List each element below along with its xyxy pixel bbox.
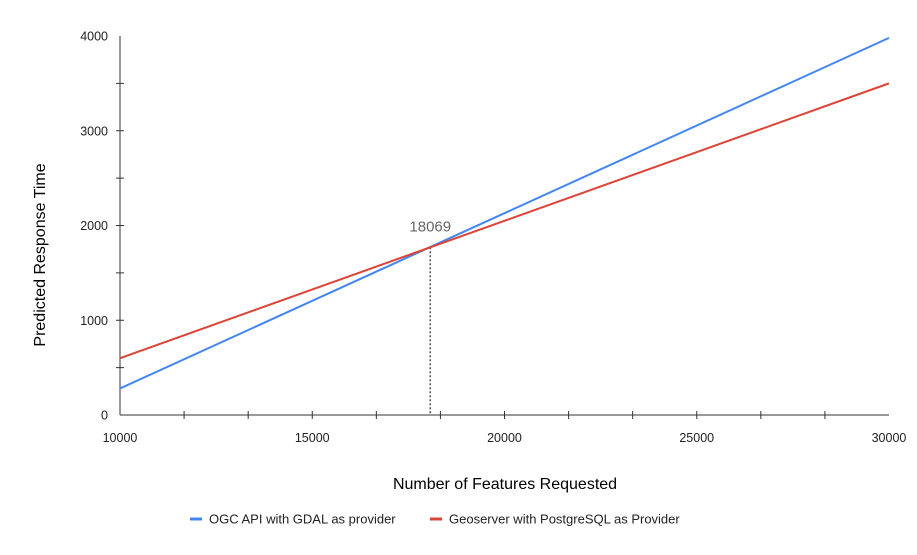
y-tick-label: 4000 [80,30,108,44]
x-axis-title: Number of Features Requested [393,476,617,493]
legend-label: OGC API with GDAL as provider [209,512,396,527]
x-tick-label: 20000 [487,431,522,445]
y-axis-title: Predicted Response Time [32,163,49,346]
y-tick-label: 0 [101,409,108,423]
annotation-layer: 18069 [409,218,451,415]
x-tick-labels: 10000 15000 20000 25000 30000 [103,431,907,445]
minor-ticks [116,82,826,419]
legend-label: Geoserver with PostgreSQL as Provider [449,512,680,527]
series-line-2 [119,82,890,360]
series-layer [119,36,890,390]
series-line-1 [119,36,890,390]
y-tick-label: 2000 [80,219,108,233]
legend: OGC API with GDAL as provider Geoserver w… [190,512,680,527]
annotation-label: 18069 [409,218,451,235]
x-tick-label: 15000 [295,431,330,445]
y-tick-labels: 0 1000 2000 3000 4000 [80,30,108,423]
y-tick-label: 1000 [80,314,108,328]
x-tick-label: 30000 [872,431,907,445]
axes [119,36,889,416]
y-tick-label: 3000 [80,124,108,138]
x-tick-label: 10000 [103,431,138,445]
x-tick-label: 25000 [679,431,714,445]
